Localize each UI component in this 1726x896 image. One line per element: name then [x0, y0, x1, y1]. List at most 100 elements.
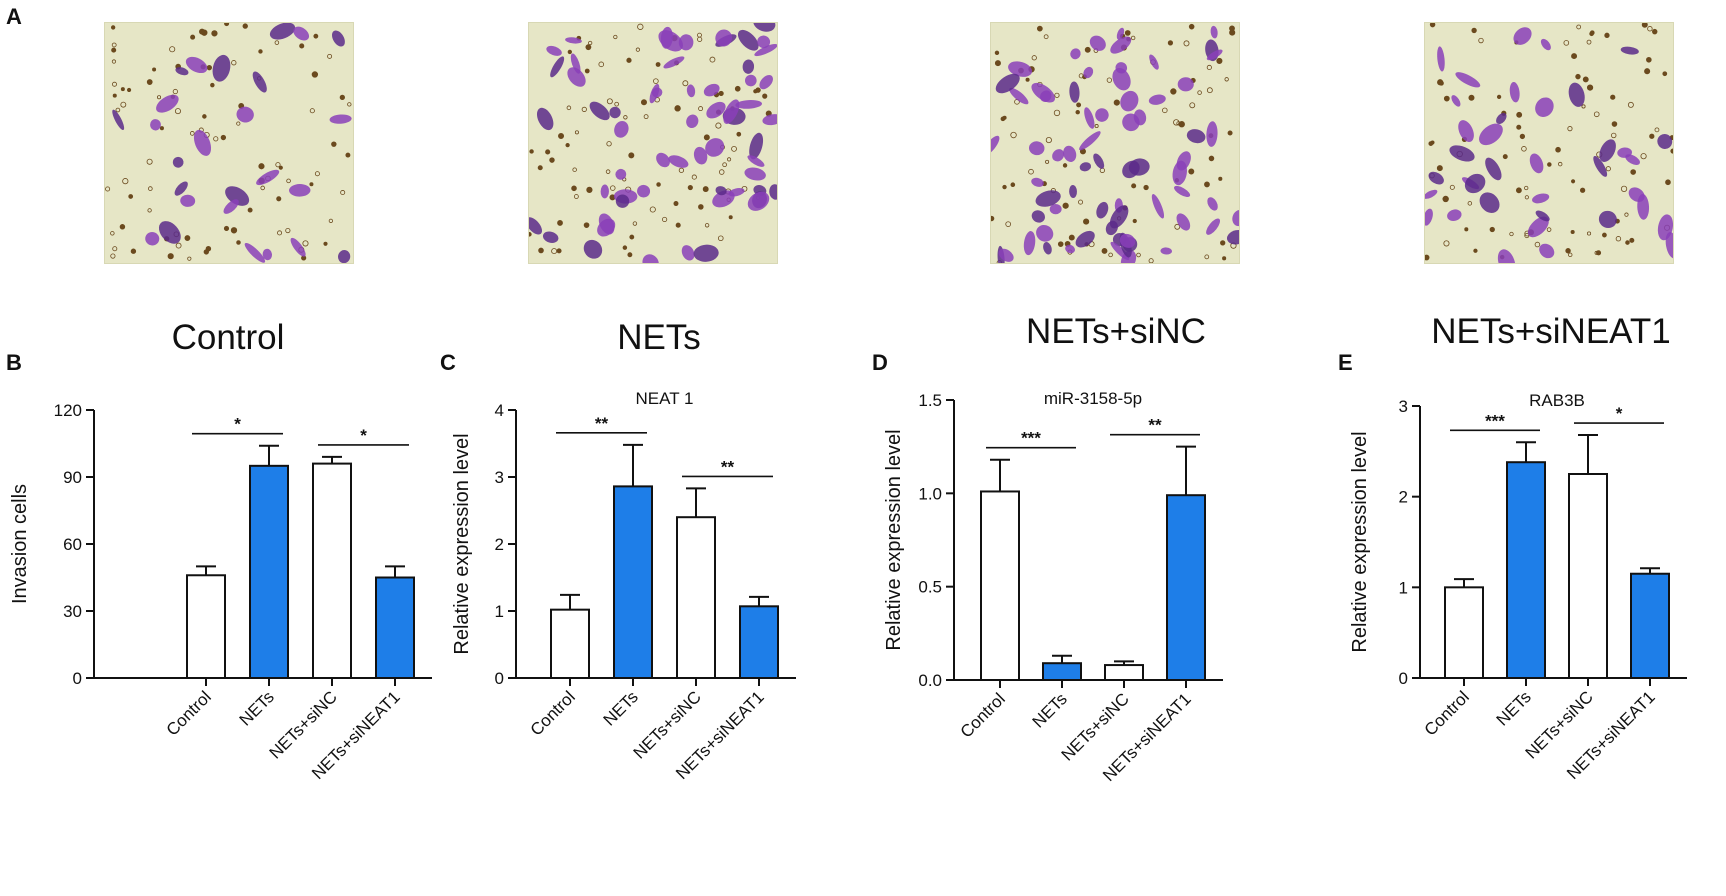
cell-dot	[174, 108, 181, 115]
cell-dot	[1570, 229, 1575, 235]
cell-dot	[1478, 37, 1484, 44]
cell-dot	[1586, 231, 1592, 236]
cell-dot	[762, 93, 768, 99]
stained-cell	[678, 34, 694, 51]
stained-cell	[1031, 177, 1044, 187]
stained-cell	[1497, 249, 1516, 263]
stained-cell	[180, 194, 196, 207]
stained-cell	[686, 84, 696, 98]
stained-cell	[156, 94, 179, 113]
stained-cell	[1513, 27, 1532, 45]
cell-dot	[1615, 236, 1622, 242]
stained-cell	[614, 120, 629, 138]
cell-dot	[1057, 241, 1064, 247]
stained-cell	[749, 132, 764, 160]
cell-dot	[1206, 64, 1212, 71]
cell-dot	[1464, 227, 1469, 232]
stained-cell	[1069, 184, 1077, 199]
stained-cell	[1116, 27, 1125, 40]
stained-cell	[1176, 151, 1191, 171]
cell-dot	[1586, 39, 1592, 45]
cell-dot	[1045, 137, 1052, 144]
cell-dot	[1546, 227, 1552, 232]
cell-dot	[274, 40, 280, 45]
cell-dot	[1515, 187, 1522, 194]
bar	[550, 608, 590, 679]
stained-cell	[546, 45, 562, 56]
y-tick-label: 60	[63, 535, 82, 554]
cell-dot	[1428, 141, 1434, 146]
stained-cell	[1625, 154, 1640, 165]
cell-dot	[1524, 185, 1529, 191]
cell-dot	[1025, 77, 1030, 82]
stained-cell	[565, 37, 582, 44]
y-tick-label: 0	[73, 669, 82, 688]
cell-dot	[697, 32, 702, 38]
significance-label: ***	[1485, 411, 1505, 430]
cell-dot	[1496, 94, 1502, 99]
stained-cell	[745, 74, 757, 87]
cell-dot	[1054, 92, 1060, 98]
stained-cell	[252, 71, 267, 93]
stained-cell	[1568, 82, 1585, 107]
cell-dot	[613, 34, 618, 40]
cell-dot	[1581, 104, 1586, 109]
cell-dot	[1571, 53, 1578, 60]
cell-dot	[1220, 240, 1226, 246]
cell-dot	[146, 79, 153, 85]
stained-cell	[744, 167, 766, 181]
stained-cell	[1437, 46, 1445, 72]
cell-dot	[529, 232, 532, 237]
stained-cell	[1031, 82, 1056, 103]
cell-dot	[119, 224, 126, 230]
cell-dot	[1589, 30, 1595, 36]
stained-cell	[1160, 247, 1173, 255]
stained-cell	[1070, 48, 1081, 60]
cell-dot	[1604, 32, 1610, 38]
cell-dot	[1627, 101, 1634, 108]
stained-cell	[1151, 193, 1165, 219]
significance-label: **	[721, 457, 735, 476]
cell-dot	[640, 99, 647, 106]
cell-dot	[1670, 148, 1673, 154]
bar	[980, 490, 1020, 682]
cell-dot	[606, 98, 613, 105]
cell-dot	[1624, 212, 1629, 217]
cell-dot	[313, 33, 319, 39]
cell-dot	[994, 60, 1001, 67]
stained-cell	[529, 217, 543, 235]
cell-dot	[1519, 133, 1526, 140]
cell-dot	[242, 23, 248, 29]
y-axis-label: Relative expression level	[451, 433, 473, 654]
stained-cell	[1620, 46, 1639, 55]
stained-cell	[1509, 81, 1520, 103]
bar	[1444, 586, 1484, 679]
panel-label-a: A	[6, 4, 22, 29]
cell-dot	[673, 201, 679, 207]
cell-dot	[753, 89, 758, 94]
stained-cell	[759, 74, 773, 90]
micrograph-caption-control: Control	[171, 318, 285, 357]
stained-cell	[583, 239, 603, 259]
cell-dot	[1521, 146, 1527, 152]
panel-label-b: B	[6, 350, 22, 375]
cell-dot	[1130, 35, 1136, 41]
cell-dot	[120, 101, 127, 108]
y-tick-label: 3	[495, 468, 504, 487]
cell-dot	[1611, 121, 1618, 127]
stained-cell	[212, 54, 231, 82]
significance-label: *	[1616, 404, 1623, 423]
cell-dot	[606, 141, 612, 147]
cell-dot	[1568, 252, 1573, 258]
cell-dot	[323, 241, 328, 246]
cell-dot	[1132, 218, 1137, 224]
cell-dot	[152, 67, 157, 72]
y-tick-label: 2	[495, 535, 504, 554]
cell-dot	[1062, 163, 1068, 168]
stained-cell	[1535, 210, 1550, 222]
panel-label-c: C	[440, 350, 456, 375]
cell-dot	[339, 94, 345, 100]
micrograph-caption-nets: NETs	[617, 318, 701, 357]
cell-dot	[340, 190, 346, 195]
cell-dot	[558, 133, 565, 140]
